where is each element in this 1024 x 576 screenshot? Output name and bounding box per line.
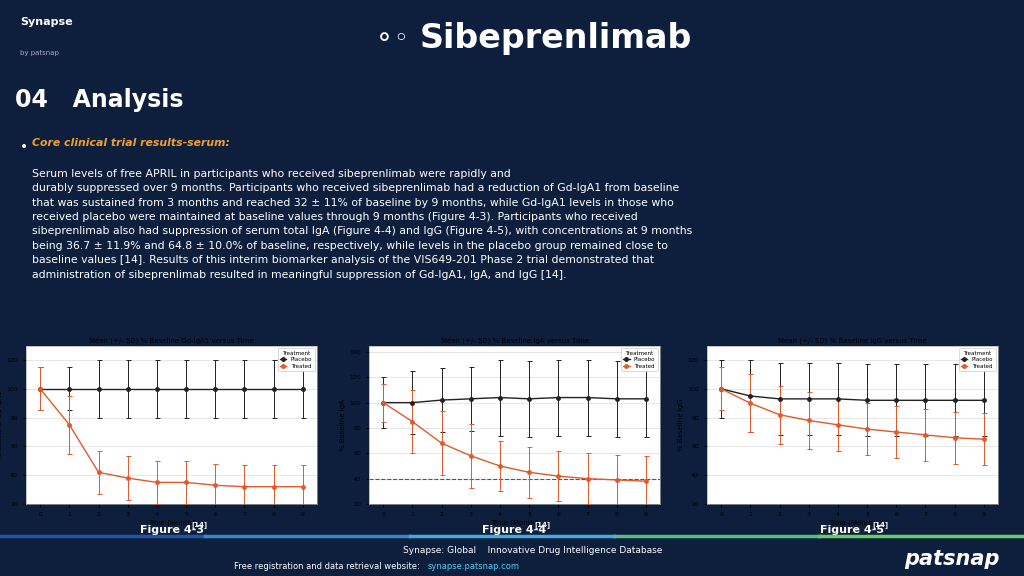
Text: Figure 4-3: Figure 4-3 bbox=[139, 525, 204, 535]
X-axis label: Time (Month): Time (Month) bbox=[829, 520, 876, 526]
Text: Sibeprenlimab: Sibeprenlimab bbox=[420, 22, 692, 55]
Text: Synapse: Synapse bbox=[20, 17, 73, 26]
Text: Synapse: Global    Innovative Drug Intelligence Database: Synapse: Global Innovative Drug Intellig… bbox=[402, 547, 663, 555]
Y-axis label: % Baseline IgG: % Baseline IgG bbox=[678, 399, 684, 451]
Title: Mean (+/- SD) % Baseline Gd-IgA1 versus Time: Mean (+/- SD) % Baseline Gd-IgA1 versus … bbox=[89, 338, 254, 344]
Legend: Placebo, Treated: Placebo, Treated bbox=[278, 348, 314, 371]
Title: Mean (+/- SD) % Baseline IgG versus Time: Mean (+/- SD) % Baseline IgG versus Time bbox=[778, 338, 927, 344]
Text: •: • bbox=[20, 139, 29, 154]
Text: [14]: [14] bbox=[535, 521, 550, 528]
Legend: Placebo, Treated: Placebo, Treated bbox=[958, 348, 995, 371]
Title: Mean (+/- SD) % Baseline IgA versus Time: Mean (+/- SD) % Baseline IgA versus Time bbox=[440, 338, 589, 344]
X-axis label: Time (Month): Time (Month) bbox=[148, 520, 195, 526]
Legend: Placebo, Treated: Placebo, Treated bbox=[621, 348, 657, 371]
Text: patsnap: patsnap bbox=[904, 549, 1000, 569]
Text: 04   Analysis: 04 Analysis bbox=[15, 88, 183, 112]
Text: Figure 4-4: Figure 4-4 bbox=[482, 525, 547, 535]
Text: ⚬◦: ⚬◦ bbox=[374, 27, 410, 51]
Text: synapse.patsnap.com: synapse.patsnap.com bbox=[428, 562, 520, 571]
Y-axis label: % Baseline Gd-IgA1: % Baseline Gd-IgA1 bbox=[0, 391, 3, 459]
Text: Serum levels of free APRIL in participants who received sibeprenlimab were rapid: Serum levels of free APRIL in participan… bbox=[33, 169, 692, 279]
Text: by patsnap: by patsnap bbox=[20, 50, 59, 56]
Text: Free registration and data retrieval website:: Free registration and data retrieval web… bbox=[233, 562, 425, 571]
X-axis label: Time (Month): Time (Month) bbox=[492, 520, 538, 526]
Text: [14]: [14] bbox=[872, 521, 888, 528]
Text: [14]: [14] bbox=[191, 521, 207, 528]
Y-axis label: % Baseline IgA: % Baseline IgA bbox=[340, 399, 346, 451]
Text: Core clinical trial results-serum:: Core clinical trial results-serum: bbox=[33, 138, 230, 149]
Text: Figure 4-5: Figure 4-5 bbox=[820, 525, 885, 535]
